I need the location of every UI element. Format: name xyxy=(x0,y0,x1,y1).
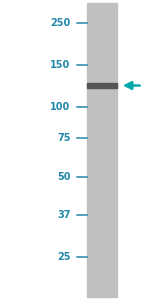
Text: 100: 100 xyxy=(50,101,70,112)
Text: 37: 37 xyxy=(57,209,70,220)
Text: 150: 150 xyxy=(50,59,70,70)
Text: 75: 75 xyxy=(57,133,70,143)
Text: 50: 50 xyxy=(57,172,70,182)
Bar xyxy=(87,83,117,88)
Text: 25: 25 xyxy=(57,251,70,262)
Bar xyxy=(87,3,117,297)
Text: 250: 250 xyxy=(50,17,70,28)
